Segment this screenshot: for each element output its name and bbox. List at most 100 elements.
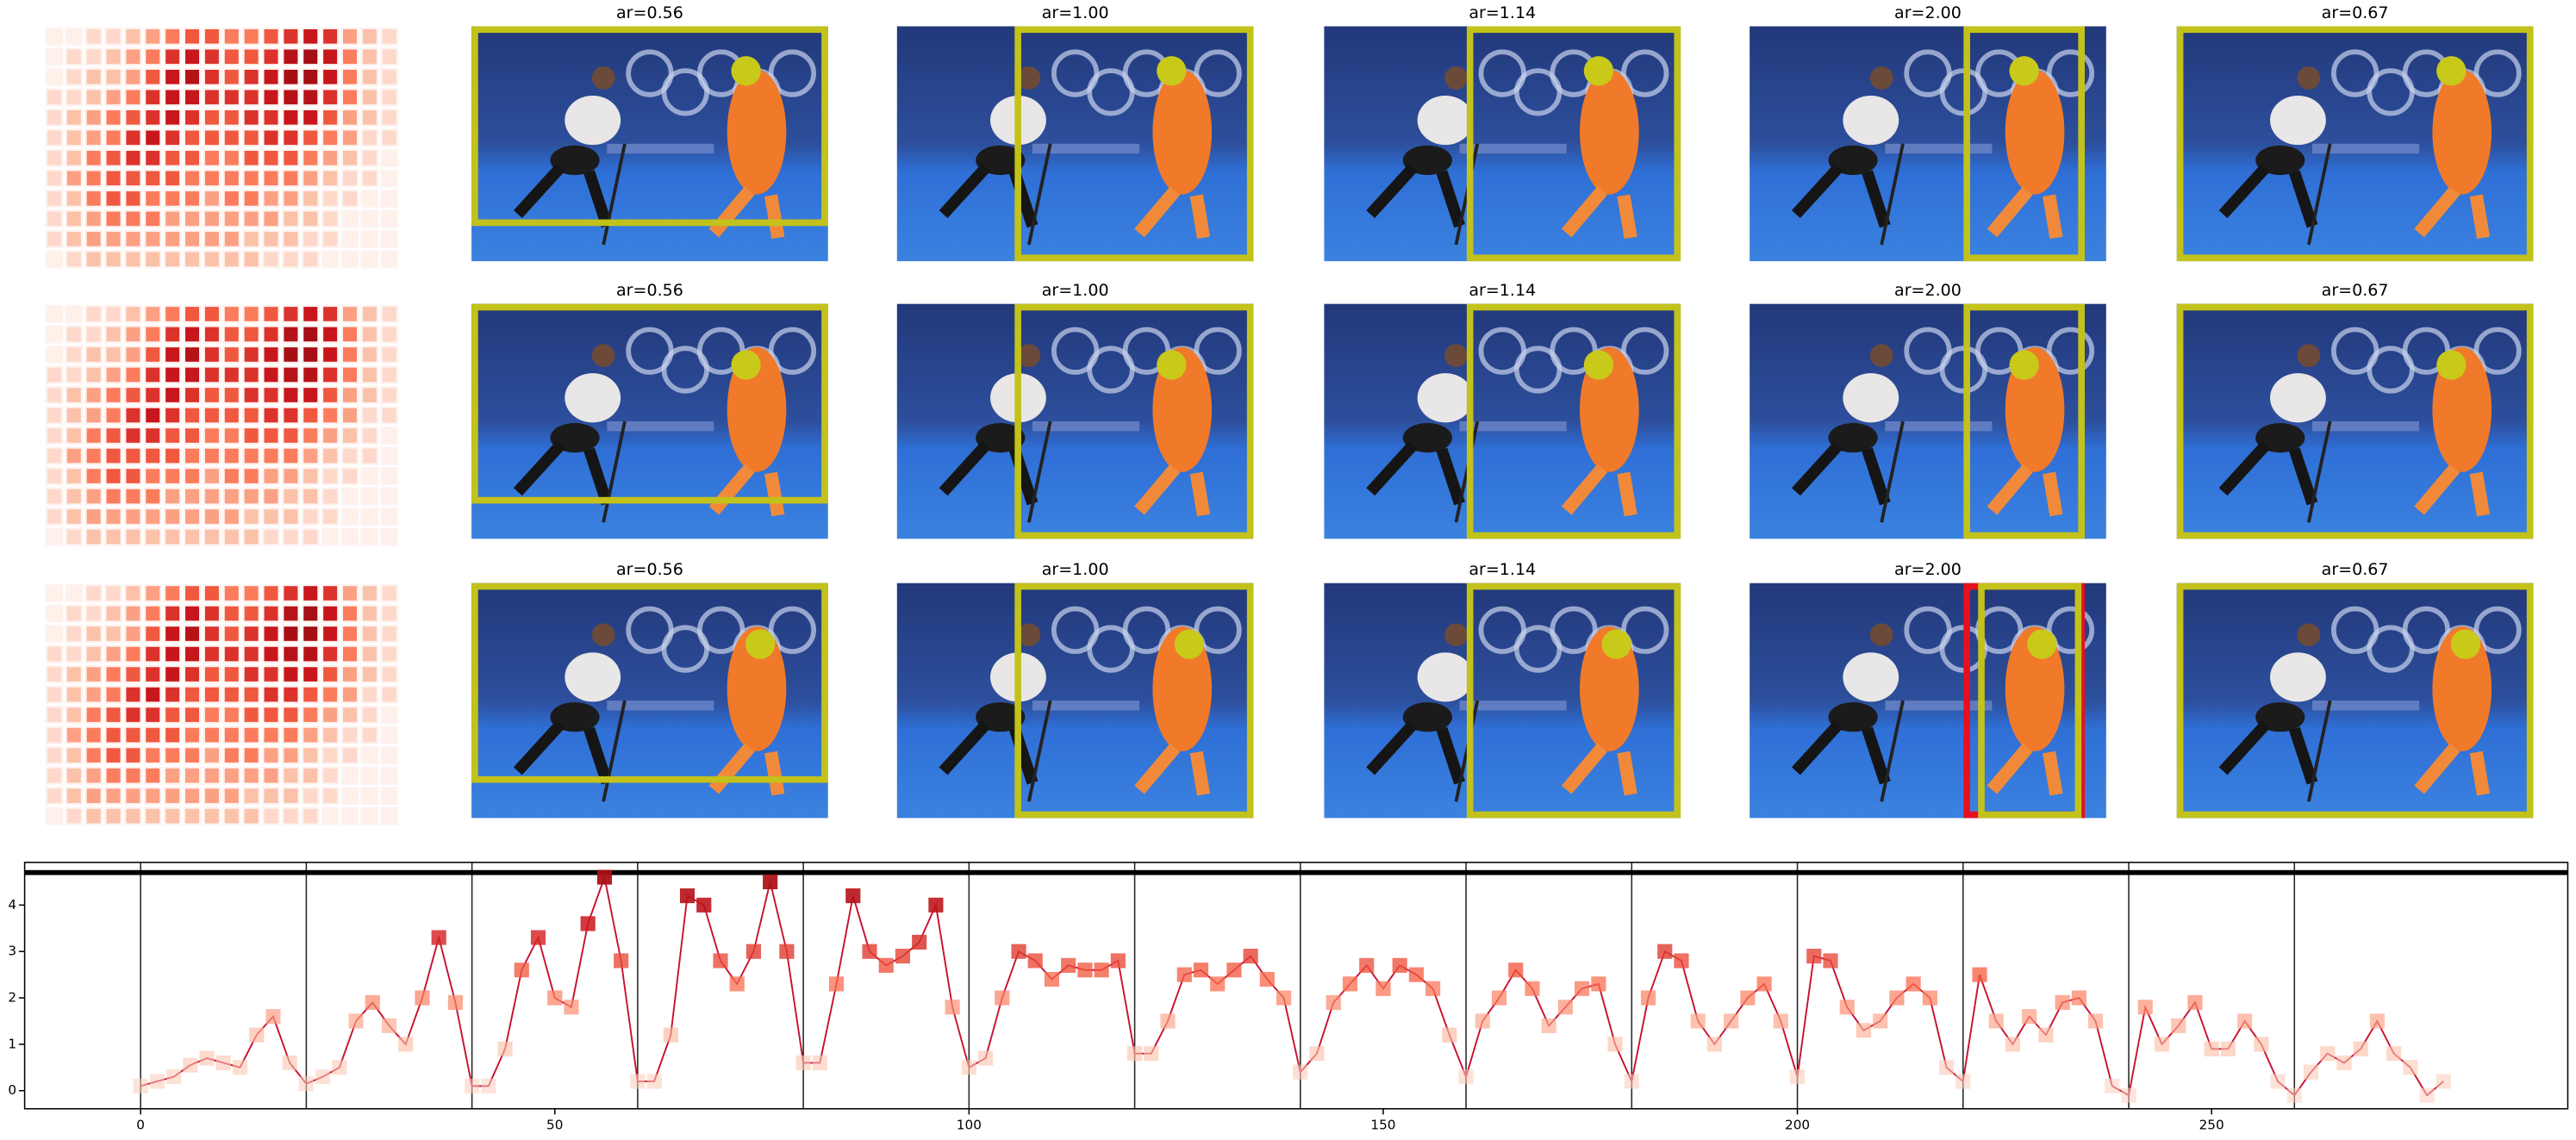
heatmap-cell [163,148,182,167]
marker [1408,967,1424,982]
heatmap-cell [65,766,84,785]
heatmap-cell [143,189,162,208]
marker [1541,1018,1556,1033]
heatmap-cell [65,365,84,384]
heatmap-cell [203,807,221,825]
heatmap-cell [163,604,182,623]
player [1561,186,1637,240]
marker [465,1078,480,1093]
marker [199,1050,215,1066]
heatmap-cell [242,664,260,684]
marker [1740,990,1756,1006]
heatmap-cell [104,726,122,744]
heatmap-cell [282,128,300,147]
crop-box [1963,26,2085,262]
player [1134,464,1211,517]
heatmap-cell [340,705,359,725]
heatmap-cell [262,250,280,269]
player [1017,623,1041,647]
heatmap [45,583,399,825]
player [727,69,787,195]
marker [215,1055,231,1071]
heatmap-cell [242,645,260,663]
heatmap-cell [45,406,64,425]
heatmap-cell [45,705,64,725]
ring [768,49,817,97]
heatmap-cell [124,426,142,445]
heatmap-cell [65,345,84,364]
heatmap-cell [301,624,320,644]
heatmap-cell [203,385,221,405]
heatmap-cell [222,624,241,644]
heatmap-cell [163,365,182,384]
ring [2046,606,2095,654]
heatmap-cell [124,446,142,465]
heatmap-cell [65,229,84,249]
marker [1375,981,1391,996]
heatmap-cell [282,67,300,86]
heatmap-cell [163,325,182,344]
heatmap-cell [124,745,142,765]
heatmap-cell [301,726,320,744]
heatmap-cell [143,624,162,644]
player [2270,95,2326,146]
heatmap-cell [321,645,340,663]
marker [2005,1037,2021,1052]
heatmap-cell [104,67,122,86]
heatmap-cell [84,426,103,445]
heatmap-cell [65,645,84,663]
marker [696,897,712,913]
heatmap-cell [163,250,182,269]
heatmap-cell [360,67,379,86]
heatmap-cell [380,365,399,384]
heatmap-cell [124,304,142,324]
heatmap-cell [45,604,64,623]
marker [2303,1064,2319,1080]
marker [1955,1074,1971,1089]
heatmap-cell [242,88,260,107]
marker [663,1027,678,1043]
marker [166,1069,182,1085]
photo-panel: ar=1.00 [896,3,1254,262]
heatmap-cell [65,664,84,684]
marker [265,1009,281,1025]
photo-panel: ar=1.14 [1324,3,1681,262]
heatmap-cell [124,47,142,66]
player [1828,422,1878,453]
heatmap-cell [163,507,182,526]
photo-panel: ar=1.14 [1324,560,1681,819]
heatmap-cell [340,67,359,86]
keypoint [2009,56,2039,86]
x-tick-label: 150 [1370,1117,1395,1132]
ring [1621,606,1669,654]
heatmap-cell [143,507,162,526]
heatmap-cell [282,507,300,526]
marker [1293,1064,1308,1080]
heatmap-cell [143,406,162,425]
heatmap-cell [84,745,103,765]
heatmap-cell [360,745,379,765]
marker [679,888,695,904]
heatmap-cell [124,786,142,806]
heatmap-cell [282,786,300,806]
heatmap-cell [183,604,202,623]
heatmap-cell [242,406,260,425]
heatmap-cell [301,604,320,623]
heatmap-cell [143,645,162,663]
marker [1475,1013,1490,1029]
heatmap-cell [301,128,320,147]
heatmap-cell [203,67,221,86]
heatmap-cell [104,169,122,188]
heatmap-cell [84,645,103,663]
heatmap-cell [380,527,399,546]
heatmap-cell [340,148,359,167]
heatmap-cell [340,685,359,704]
heatmap-cell [124,325,142,344]
player [513,720,613,785]
heatmap-cell [203,426,221,445]
heatmap-cell [222,507,241,526]
heatmap-cell [321,169,340,188]
heatmap-cell [203,487,221,506]
heatmap-cell [222,705,241,725]
heatmap-cell [321,726,340,744]
